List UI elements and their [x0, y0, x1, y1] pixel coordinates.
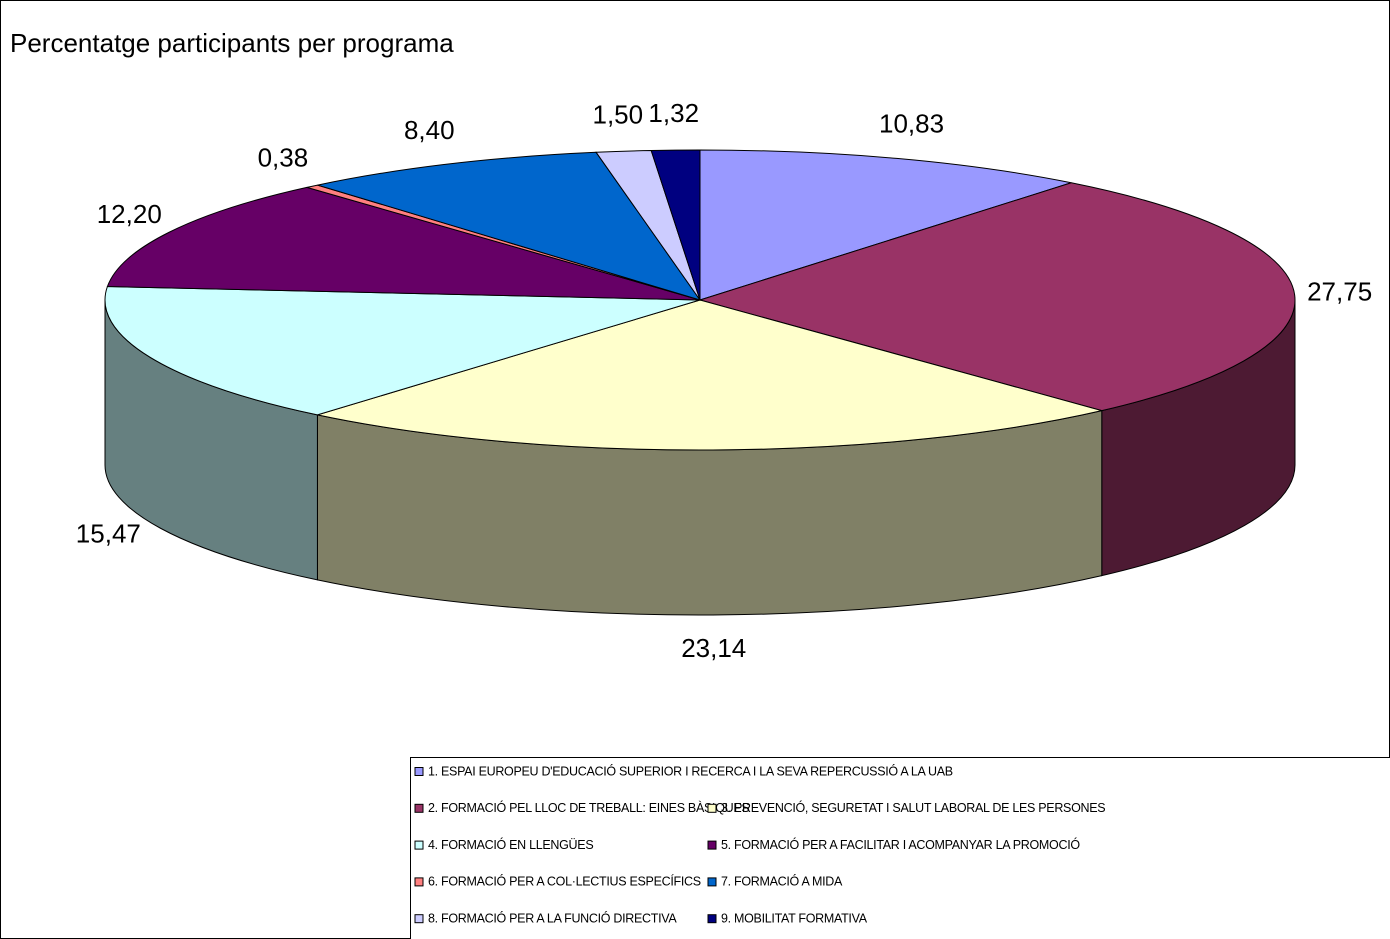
legend-label: 1. ESPAI EUROPEU D'EDUCACIÓ SUPERIOR I R… — [428, 763, 953, 778]
value-label: 12,20 — [97, 199, 162, 229]
value-label: 1,50 — [592, 99, 643, 129]
legend-box — [410, 757, 1390, 939]
value-label: 15,47 — [76, 518, 141, 548]
value-label: 10,83 — [879, 108, 944, 138]
value-label: 1,32 — [648, 98, 699, 128]
legend-swatch — [414, 840, 424, 850]
legend-label: 8. FORMACIÓ PER A LA FUNCIÓ DIRECTIVA — [428, 910, 677, 925]
slice — [317, 151, 702, 301]
legend-label: 9. MOBILITAT FORMATIVA — [721, 911, 868, 925]
slice — [106, 186, 701, 301]
legend-swatch — [707, 803, 717, 813]
legend-swatch — [414, 914, 424, 924]
slice — [317, 299, 1102, 451]
legend-swatch — [414, 803, 424, 813]
legend-label: 3. PREVENCIÓ, SEGURETAT I SALUT LABORAL … — [721, 800, 1105, 815]
legend-label: 7. FORMACIÓ A MIDA — [721, 874, 843, 889]
slice — [699, 149, 1072, 301]
legend-label: 6. FORMACIÓ PER A COL·LECTIUS ESPECÍFICS — [428, 874, 701, 889]
legend-swatch — [707, 877, 717, 887]
legend-swatch — [414, 877, 424, 887]
legend-swatch — [707, 914, 717, 924]
value-label: 23,14 — [681, 633, 746, 663]
value-label: 8,40 — [404, 115, 455, 145]
chart-title: Percentatge participants per programa — [10, 28, 454, 58]
legend-swatch — [414, 767, 424, 776]
legend-label: 4. FORMACIÓ EN LLENGÜES — [428, 837, 593, 852]
legend-label: 2. FORMACIÓ PEL LLOC DE TREBALL: EINES B… — [428, 800, 749, 815]
slice — [650, 149, 701, 301]
value-label: 0,38 — [258, 143, 309, 173]
slice — [104, 286, 701, 416]
legend-label: 5. FORMACIÓ PER A FACILITAR I ACOMPANYAR… — [721, 837, 1080, 852]
value-label: 27,75 — [1307, 277, 1372, 307]
slice — [698, 182, 1296, 412]
legend-swatch — [707, 840, 717, 850]
